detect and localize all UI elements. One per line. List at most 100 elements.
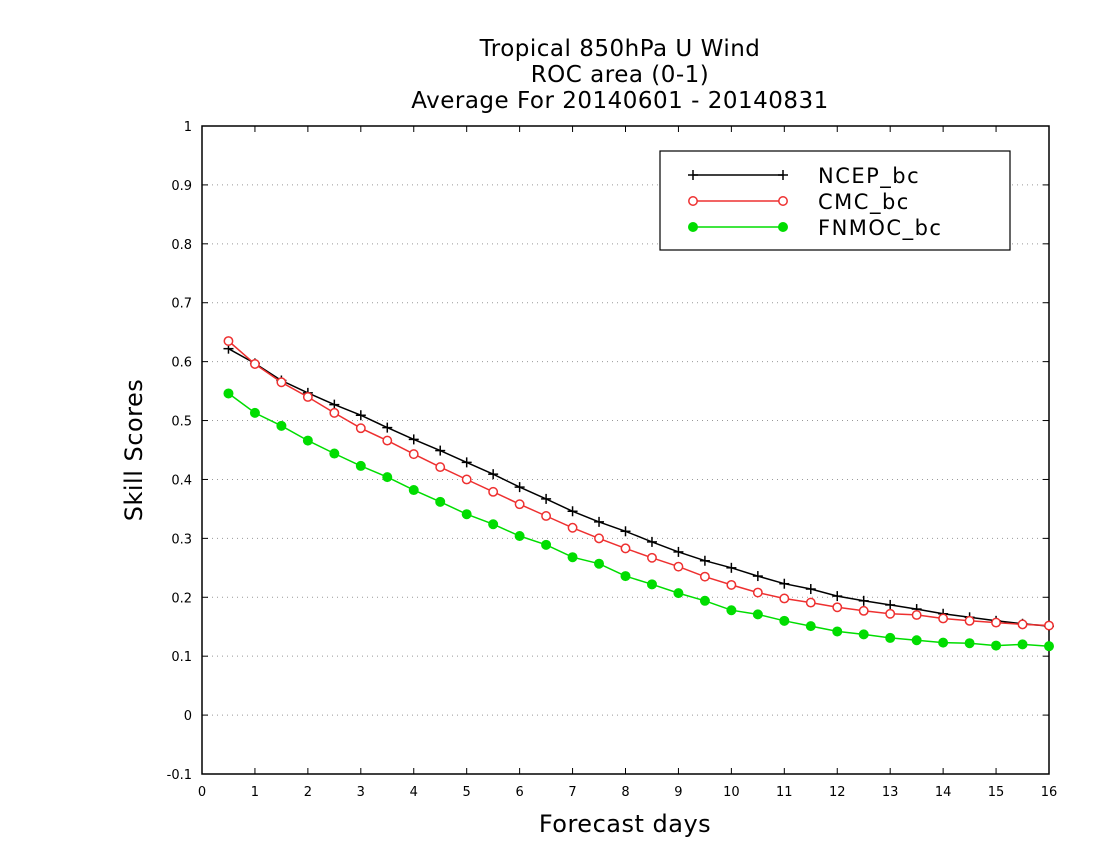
legend-marker-CMC_bc [778,196,788,206]
x-tick-label: 16 [1041,785,1058,800]
data-point-NCEP_bc [805,584,816,595]
chart-title-line-3: Average For 20140601 - 20140831 [411,88,829,114]
data-point-CMC_bc [647,552,657,563]
data-point-NCEP_bc [567,506,578,517]
y-tick-label: 1 [184,120,192,135]
series-CMC_bc [223,336,1054,631]
data-point-CMC_bc [620,543,631,554]
data-point-FNMOC_bc [699,595,710,606]
x-tick-label: 2 [304,785,312,800]
data-point-CMC_bc [461,474,472,485]
data-point-NCEP_bc [514,482,525,493]
data-point-FNMOC_bc [885,632,896,643]
data-point-FNMOC_bc [1044,641,1054,652]
data-point-CMC_bc [673,561,684,572]
series-NCEP_bc [223,343,1054,632]
x-tick-label: 6 [515,785,523,800]
data-point-FNMOC_bc [620,571,631,582]
data-point-CMC_bc [779,593,790,604]
legend-marker-FNMOC_bc [778,222,788,232]
y-tick-label: 0.7 [171,297,192,312]
data-point-NCEP_bc [673,546,684,557]
data-point-CMC_bc [223,336,234,346]
data-point-NCEP_bc [355,410,366,421]
x-tick-label: 8 [621,785,629,800]
data-point-CMC_bc [858,605,869,616]
x-tick-label: 5 [463,785,471,800]
data-point-CMC_bc [752,587,763,598]
data-point-CMC_bc [964,615,975,626]
y-tick-label: 0.9 [171,179,192,194]
data-point-FNMOC_bc [382,472,393,483]
series-layer [223,336,1054,652]
data-point-FNMOC_bc [488,519,499,530]
chart-title-line-2: ROC area (0-1) [530,62,710,88]
chart-title-line-1: Tropical 850hPa U Wind [479,36,761,62]
data-point-CMC_bc [382,435,393,446]
data-point-NCEP_bc [752,571,763,582]
data-point-FNMOC_bc [435,496,446,507]
data-point-FNMOC_bc [964,638,975,649]
data-point-FNMOC_bc [779,615,790,626]
y-tick-label: 0.8 [171,238,192,253]
series-FNMOC_bc [223,388,1054,652]
data-point-NCEP_bc [646,536,657,547]
data-point-FNMOC_bc [726,605,737,616]
data-point-NCEP_bc [779,578,790,589]
data-point-NCEP_bc [885,599,896,610]
data-point-CMC_bc [911,609,922,620]
data-point-CMC_bc [699,571,710,582]
y-tick-label: -0.1 [167,768,192,783]
data-point-CMC_bc [249,359,260,369]
data-point-CMC_bc [726,579,737,590]
data-point-NCEP_bc [832,591,843,602]
data-point-CMC_bc [991,617,1002,628]
y-axis-label: Skill Scores [120,378,148,522]
data-point-FNMOC_bc [858,629,869,640]
data-point-CMC_bc [938,613,949,624]
data-point-CMC_bc [435,462,446,473]
x-tick-label: 7 [568,785,576,800]
legend-marker-FNMOC_bc [688,222,698,232]
grid [202,184,1049,716]
data-point-CMC_bc [276,377,287,388]
legend-marker-NCEP_bc [778,170,788,180]
data-point-FNMOC_bc [805,621,816,632]
x-axis-label: Forecast days [538,810,712,838]
y-tick-label: 0.1 [171,650,192,665]
x-tick-label: 9 [674,785,682,800]
data-point-FNMOC_bc [1017,639,1028,650]
x-tick-label: 15 [988,785,1005,800]
x-tick-label: 12 [829,785,846,800]
data-point-CMC_bc [541,511,552,521]
x-tick-label: 13 [882,785,899,800]
series-line-FNMOC_bc [228,392,1050,647]
data-point-CMC_bc [885,608,896,619]
x-tick-label: 1 [251,785,259,800]
data-point-FNMOC_bc [514,531,525,542]
data-point-CMC_bc [302,392,313,402]
plot-frame [201,125,1050,775]
data-point-FNMOC_bc [567,552,578,563]
x-tick-label: 4 [410,785,418,800]
data-point-CMC_bc [594,533,604,544]
data-point-NCEP_bc [461,457,472,468]
data-point-NCEP_bc [435,445,446,456]
data-point-NCEP_bc [594,516,605,527]
legend-label-FNMOC_bc: FNMOC_bc [818,216,942,241]
data-point-NCEP_bc [488,469,499,480]
y-tick-label: 0 [184,709,192,724]
data-point-FNMOC_bc [541,539,552,550]
data-point-CMC_bc [488,486,499,497]
data-point-FNMOC_bc [832,626,843,637]
y-tick-label: 0.3 [171,532,192,547]
data-point-CMC_bc [408,449,419,460]
y-tick-label: 0.2 [171,591,192,606]
data-point-FNMOC_bc [752,609,763,620]
data-point-CMC_bc [1044,620,1054,631]
data-point-FNMOC_bc [408,485,419,496]
data-point-FNMOC_bc [594,558,605,569]
legend-marker-NCEP_bc [688,170,698,180]
